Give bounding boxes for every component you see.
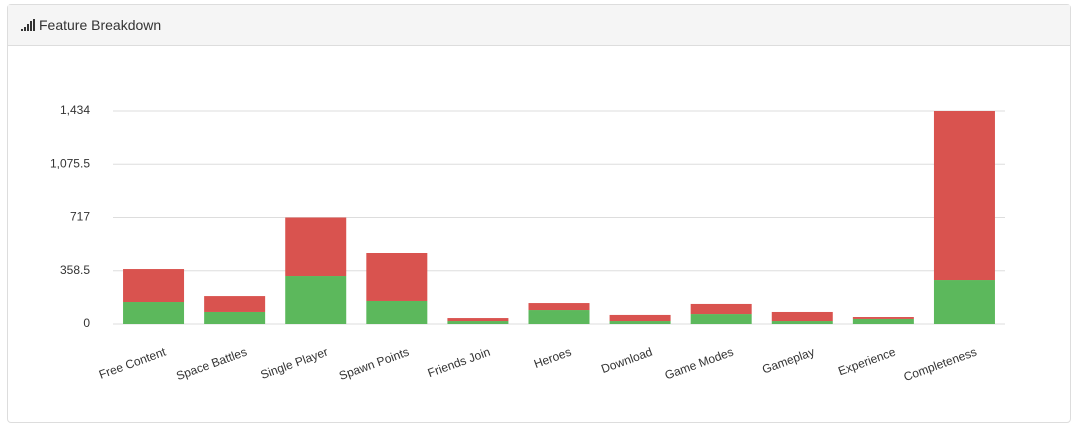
- bar-segment: [852, 317, 914, 319]
- bar-segment: [204, 311, 266, 324]
- x-tick-label: Gameplay: [760, 345, 816, 377]
- bar-segment: [771, 311, 833, 322]
- panel-header: Feature Breakdown: [8, 5, 1070, 46]
- bar-segment: [123, 269, 185, 303]
- bar-segment: [123, 302, 185, 324]
- bar-segment: [690, 314, 752, 324]
- y-tick-label: 0: [83, 316, 90, 330]
- bar-segment: [285, 276, 347, 324]
- bar-segment: [366, 300, 428, 324]
- bar-segment: [609, 321, 671, 324]
- panel-title: Feature Breakdown: [39, 17, 162, 33]
- y-tick-label: 1,075.5: [50, 156, 90, 170]
- x-tick-label: Experience: [836, 345, 898, 379]
- bar-segment: [771, 321, 833, 324]
- x-tick-label: Spawn Points: [337, 345, 411, 383]
- y-tick-label: 358.5: [60, 263, 90, 277]
- bar-segment: [528, 310, 590, 324]
- x-tick-label: Completeness: [902, 345, 979, 384]
- bar-segment: [528, 303, 590, 311]
- bar-segment: [285, 217, 347, 277]
- panel: Feature Breakdown: [7, 4, 1071, 423]
- x-tick-label: Heroes: [532, 345, 573, 371]
- x-tick-label: Download: [599, 345, 654, 376]
- bar-segment: [366, 253, 428, 301]
- bar-segment: [690, 303, 752, 315]
- x-tick-label: Space Battles: [174, 345, 248, 383]
- signal-icon: [21, 19, 35, 31]
- bar-segment: [447, 318, 509, 322]
- y-tick-label: 1,434: [60, 103, 90, 117]
- bar-segment: [609, 314, 671, 322]
- bar-segment: [447, 321, 509, 324]
- x-tick-label: Friends Join: [426, 345, 492, 381]
- x-tick-label: Game Modes: [663, 345, 735, 383]
- bar-segment: [933, 280, 995, 324]
- y-tick-label: 717: [70, 210, 90, 224]
- x-tick-label: Free Content: [97, 344, 168, 381]
- bar-segment: [204, 296, 266, 312]
- x-tick-label: Single Player: [259, 345, 330, 382]
- bar-segment: [933, 111, 995, 281]
- bar-segment: [852, 318, 914, 324]
